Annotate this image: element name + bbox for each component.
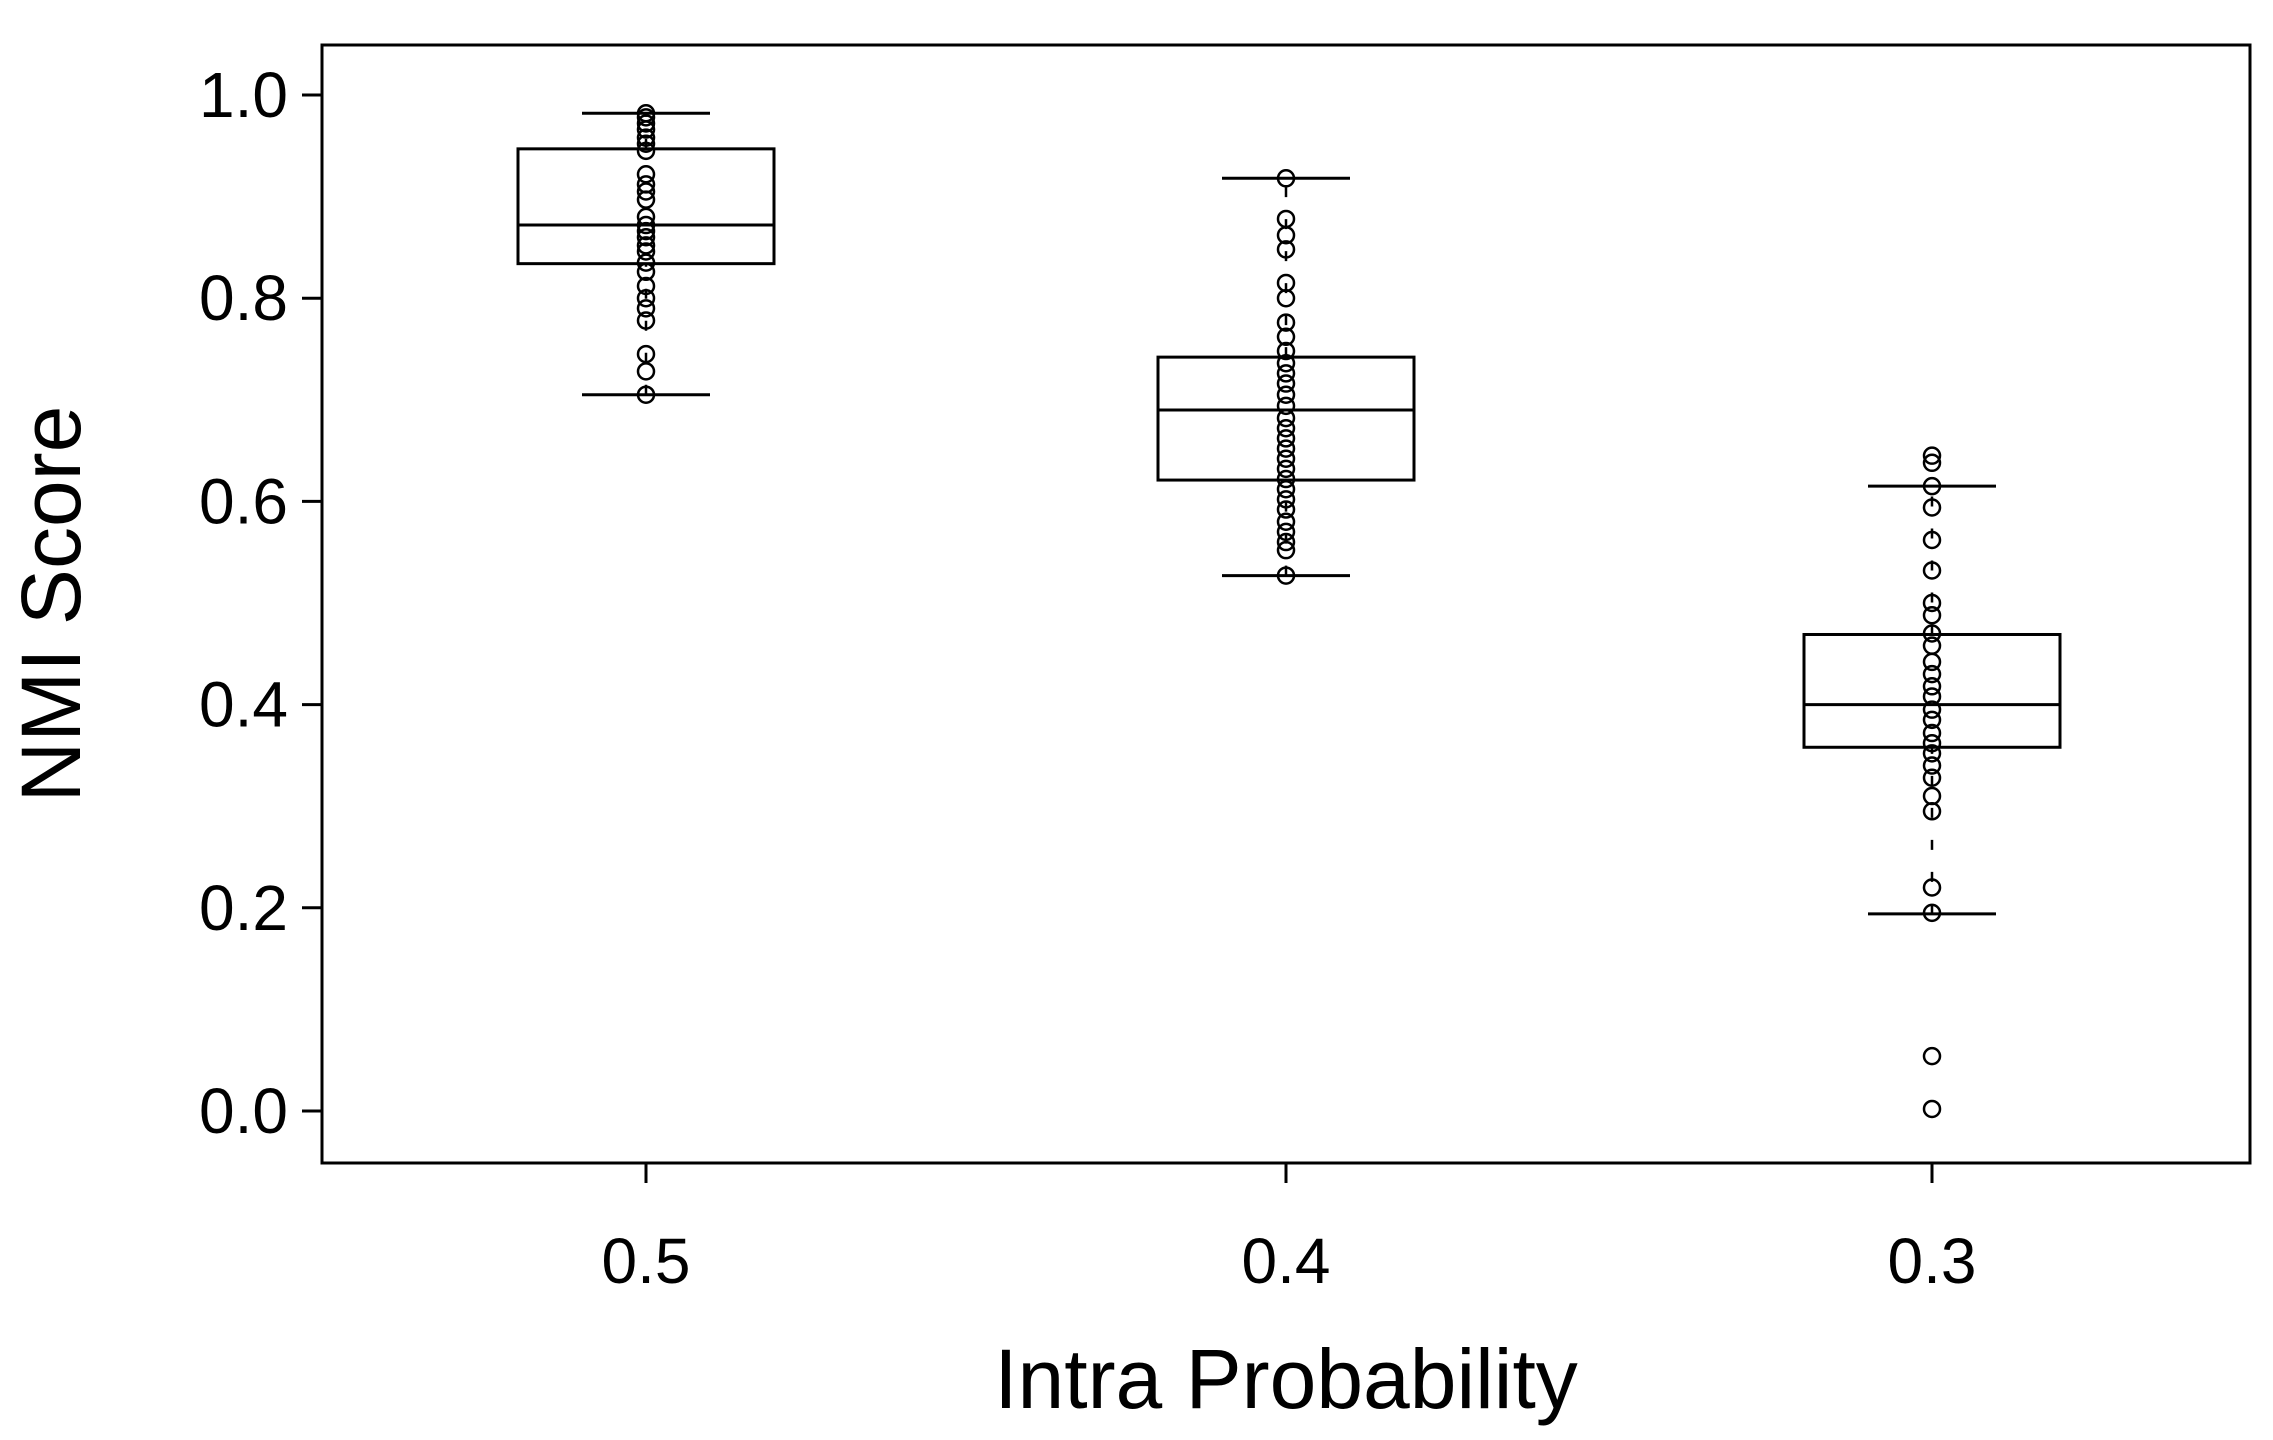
data-point bbox=[1922, 530, 1942, 550]
data-point bbox=[1276, 240, 1296, 259]
data-point bbox=[1922, 687, 1942, 706]
data-point bbox=[1922, 733, 1942, 753]
y-axis: 0.0 0.2 0.4 0.6 0.8 1.0 bbox=[199, 59, 322, 1147]
iqr-box bbox=[1802, 632, 2062, 749]
y-tick-label: 0.8 bbox=[199, 262, 288, 334]
data-point bbox=[636, 362, 656, 381]
data-point bbox=[1922, 593, 1942, 613]
data-point bbox=[1276, 364, 1296, 383]
data-point bbox=[636, 182, 656, 201]
data-point bbox=[1922, 446, 1942, 465]
x-tick-label: 0.4 bbox=[1242, 1225, 1331, 1297]
data-point bbox=[1276, 313, 1296, 332]
data-point bbox=[636, 207, 656, 227]
data-point bbox=[636, 276, 656, 296]
data-point bbox=[1276, 439, 1296, 458]
data-point bbox=[1276, 327, 1296, 347]
data-point bbox=[1276, 500, 1296, 519]
box-group-0.3 bbox=[1802, 446, 2062, 1119]
data-point bbox=[1276, 459, 1296, 479]
data-point bbox=[1276, 490, 1296, 509]
data-point bbox=[636, 242, 656, 261]
data-point bbox=[1922, 636, 1942, 655]
data-point bbox=[1922, 652, 1942, 672]
data-point bbox=[636, 311, 656, 330]
data-point bbox=[1276, 396, 1296, 416]
data-point bbox=[636, 236, 656, 255]
data-point bbox=[1922, 498, 1942, 517]
data-point bbox=[1922, 768, 1942, 788]
x-tick-label: 0.5 bbox=[602, 1225, 691, 1297]
data-point bbox=[636, 299, 656, 318]
data-point bbox=[1276, 449, 1296, 468]
y-tick-label: 0.2 bbox=[199, 872, 288, 944]
x-axis-title: Intra Probability bbox=[994, 1332, 1578, 1426]
data-point bbox=[636, 108, 656, 127]
y-tick-label: 0.4 bbox=[199, 669, 288, 741]
data-point bbox=[1276, 540, 1296, 560]
data-point bbox=[1922, 453, 1942, 473]
y-tick-label: 0.0 bbox=[199, 1075, 288, 1147]
data-point bbox=[1922, 1099, 1942, 1119]
y-tick-label: 0.6 bbox=[199, 465, 288, 537]
data-point bbox=[1276, 385, 1296, 404]
data-point bbox=[636, 227, 656, 247]
data-point bbox=[636, 253, 656, 272]
data-point bbox=[1922, 1046, 1942, 1066]
plot-frame bbox=[320, 43, 2252, 1165]
data-point bbox=[1922, 786, 1942, 806]
data-point bbox=[1922, 561, 1942, 580]
data-point bbox=[1276, 288, 1296, 308]
data-point bbox=[1922, 624, 1942, 643]
box-group-0.5 bbox=[516, 104, 776, 404]
data-point bbox=[636, 288, 656, 308]
data-point bbox=[636, 164, 656, 184]
data-point bbox=[636, 385, 656, 404]
data-point bbox=[1276, 225, 1296, 245]
data-point bbox=[636, 215, 656, 235]
data-point bbox=[636, 190, 656, 209]
data-point bbox=[1922, 476, 1942, 496]
x-tick-label: 0.3 bbox=[1888, 1225, 1977, 1297]
data-point bbox=[1276, 341, 1296, 361]
boxes-layer bbox=[516, 104, 2062, 1119]
data-point bbox=[1276, 469, 1296, 489]
data-point bbox=[1922, 664, 1942, 684]
data-point bbox=[636, 262, 656, 282]
data-point bbox=[636, 221, 656, 241]
data-point bbox=[1276, 532, 1296, 552]
data-point bbox=[1276, 479, 1296, 499]
data-point bbox=[1922, 700, 1942, 719]
data-point bbox=[1922, 605, 1942, 625]
data-point bbox=[1276, 169, 1296, 188]
data-point bbox=[636, 114, 656, 133]
data-point bbox=[1276, 408, 1296, 428]
data-point bbox=[1276, 353, 1296, 373]
data-point bbox=[1922, 744, 1942, 763]
data-point bbox=[1922, 756, 1942, 775]
box-group-0.4 bbox=[1156, 169, 1416, 585]
data-point bbox=[1276, 512, 1296, 531]
data-point bbox=[636, 128, 656, 147]
x-axis: 0.5 0.4 0.3 bbox=[602, 1163, 1977, 1297]
data-point bbox=[1276, 566, 1296, 585]
data-point bbox=[1922, 802, 1942, 821]
data-point bbox=[1922, 903, 1942, 923]
data-point bbox=[636, 344, 656, 364]
data-point bbox=[1922, 710, 1942, 730]
data-point bbox=[636, 141, 656, 161]
data-point bbox=[1276, 418, 1296, 438]
data-point bbox=[1922, 878, 1942, 897]
data-point bbox=[1276, 522, 1296, 542]
data-point bbox=[1276, 429, 1296, 448]
data-point bbox=[636, 120, 656, 139]
data-point bbox=[1922, 677, 1942, 696]
data-point bbox=[1276, 374, 1296, 393]
data-point bbox=[636, 134, 656, 154]
y-axis-title: NMI Score bbox=[4, 406, 98, 803]
data-point bbox=[1922, 723, 1942, 743]
y-tick-label: 1.0 bbox=[199, 59, 288, 131]
